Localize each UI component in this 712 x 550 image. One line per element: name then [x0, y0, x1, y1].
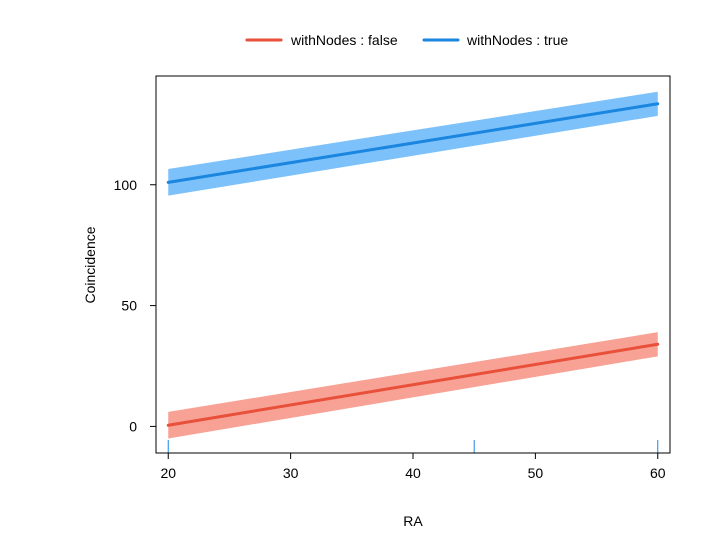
x-tick-label: 50 [528, 465, 544, 481]
y-axis-title: Coincidence [82, 226, 98, 303]
y-tick-label: 0 [129, 418, 137, 434]
legend-label-true: withNodes : true [466, 32, 568, 48]
series-lines [166, 102, 660, 427]
legend-item-true: withNodes : true [422, 32, 568, 48]
x-tick-label: 30 [283, 465, 299, 481]
series-line-false [166, 342, 660, 427]
legend-label-false: withNodes : false [290, 32, 398, 48]
x-tick-label: 40 [405, 465, 421, 481]
x-axis: 20 30 40 50 60 [160, 453, 666, 481]
legend-item-false: withNodes : false [245, 32, 398, 48]
legend: withNodes : false withNodes : true [245, 32, 568, 48]
x-tick-label: 20 [160, 465, 176, 481]
rug-marks [167, 440, 659, 453]
y-tick-label: 100 [114, 177, 138, 193]
y-tick-label: 50 [121, 298, 137, 314]
x-tick-label: 60 [650, 465, 666, 481]
x-axis-title: RA [403, 513, 423, 529]
series-line-true [166, 102, 660, 184]
y-axis: 0 50 100 [114, 177, 156, 434]
